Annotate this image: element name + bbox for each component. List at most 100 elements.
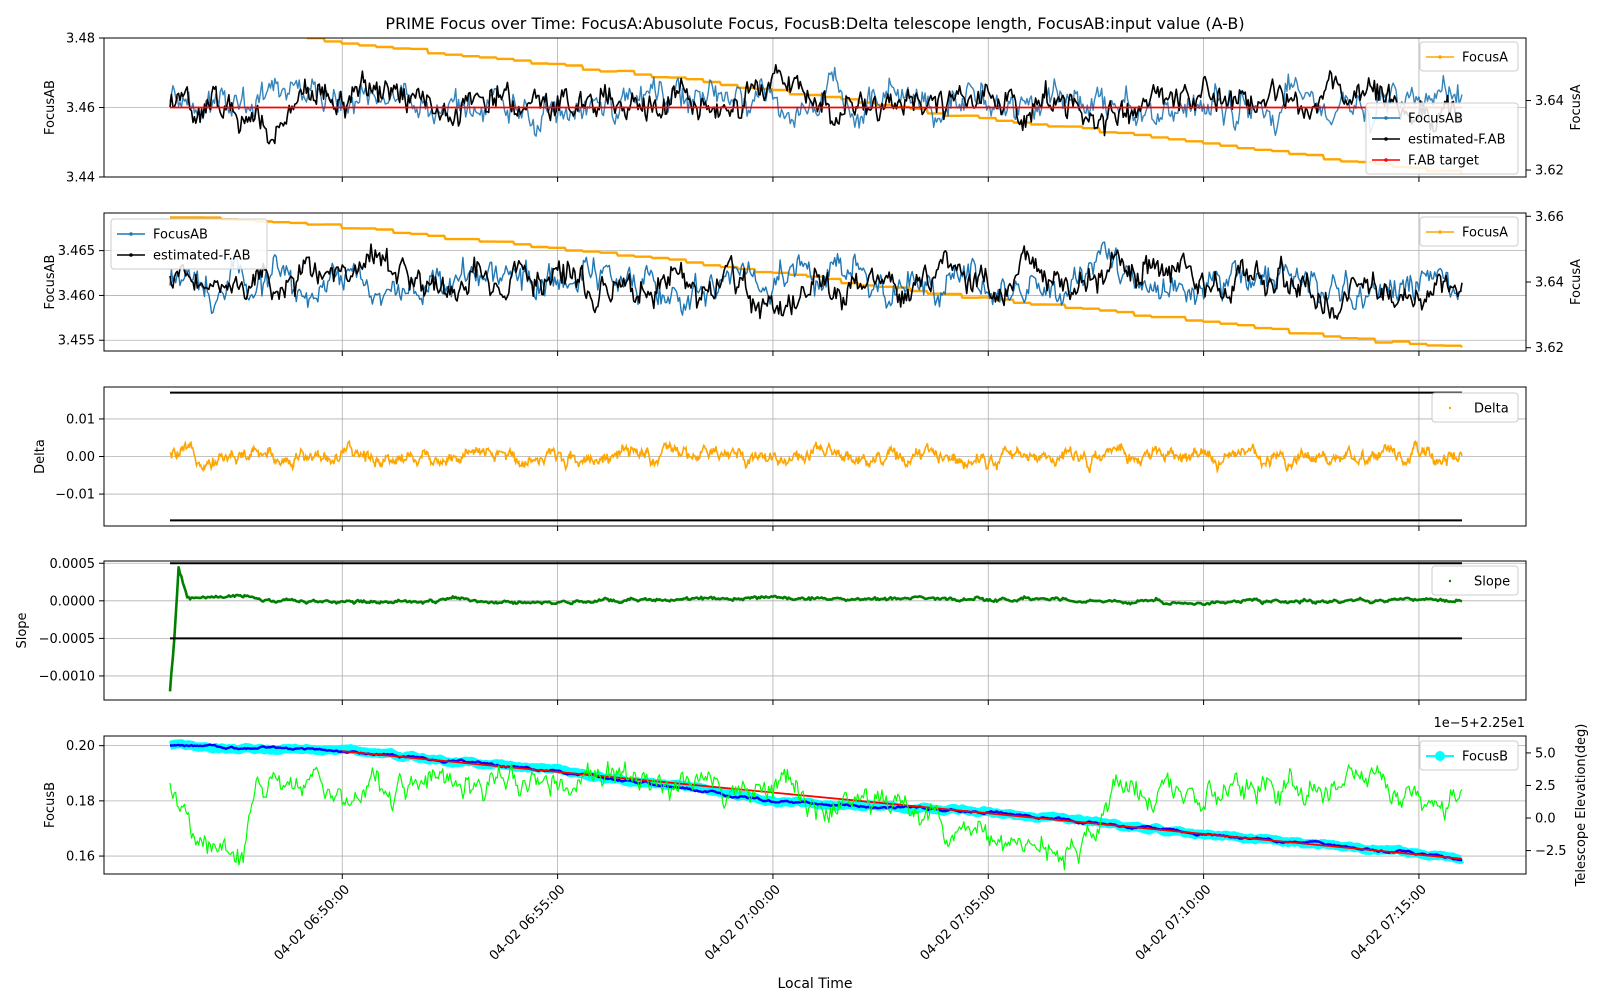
plot-area (104, 213, 1526, 351)
legend-focusb: FocusB (1419, 740, 1519, 771)
series-delta (169, 439, 1463, 475)
plot-area (104, 736, 1526, 874)
y-tick-label: −0.0010 (39, 669, 95, 684)
y-tick-label: 0.20 (66, 739, 95, 754)
y-tick-label: 0.0005 (50, 557, 96, 572)
series-focusab (169, 241, 1463, 316)
y2-tick-label: 3.64 (1535, 94, 1564, 109)
y-tick-label: 3.460 (58, 289, 95, 304)
panel-4: 0.0005 0.0000 −0.0005 −0.0010 Slope Slope (15, 557, 1527, 705)
x-tick-label: 04-02 07:00:00 (702, 882, 784, 964)
series-slope (168, 566, 1463, 692)
y2-axis-label: FocusA (1569, 259, 1584, 305)
x-tick-label: 04-02 07:05:00 (918, 882, 1000, 964)
legend-box (1419, 41, 1519, 72)
legend-box (1431, 392, 1519, 423)
y-tick-label: 0.0000 (50, 594, 96, 609)
x-tick-label: 04-02 06:55:00 (487, 882, 569, 964)
y-tick-label: 0.01 (66, 412, 95, 427)
legend-box (1419, 740, 1519, 771)
legend-focusab: FocusAB estimated-F.AB F.AB target (1365, 102, 1519, 175)
legend-focusa: FocusA (1419, 41, 1519, 72)
y2-tick-label: −2.5 (1535, 844, 1567, 859)
y-axis-label: Slope (15, 612, 30, 648)
y-axis-label: Delta (33, 439, 48, 474)
legend-delta: Delta (1431, 392, 1519, 423)
legend-marker (1384, 158, 1388, 162)
y-tick-label: 3.465 (58, 244, 95, 259)
y2-tick-label: 3.62 (1535, 341, 1564, 356)
legend-marker (1438, 55, 1442, 59)
y-tick-label: 3.455 (58, 334, 95, 349)
legend-marker (1438, 230, 1442, 234)
y-tick-label: 3.48 (66, 32, 95, 47)
legend-label: FocusAB (153, 228, 208, 243)
series-reference-line (342, 750, 1463, 860)
legend-marker (1448, 406, 1452, 410)
plot-area (104, 387, 1526, 526)
legend-box (1419, 216, 1519, 247)
legend-marker (1384, 116, 1388, 120)
legend-label: Slope (1474, 575, 1510, 590)
y-tick-label: 3.44 (66, 171, 95, 186)
x-tick-label: 04-02 07:10:00 (1133, 882, 1215, 964)
legend-label: FocusAB (1408, 112, 1463, 127)
legend-marker (1448, 579, 1452, 583)
y2-tick-label: 3.62 (1535, 164, 1564, 179)
axes-frame (103, 560, 1527, 701)
y-axis-label: FocusAB (43, 255, 58, 310)
legend-marker (129, 232, 133, 236)
y2-tick-label: 2.5 (1535, 779, 1556, 794)
series-focusa (170, 216, 1463, 349)
legend-focusab: FocusAB estimated-F.AB (110, 218, 268, 270)
legend-label: Delta (1474, 402, 1509, 417)
legend-box (1365, 102, 1519, 175)
y2-tick-label: 0.0 (1535, 812, 1556, 827)
plot-area (104, 38, 1526, 177)
plot-area (104, 561, 1526, 700)
y2-offset-text: 1e−5+2.25e1 (1433, 716, 1525, 731)
series-focusa (305, 38, 1464, 175)
legend-slope: Slope (1431, 565, 1519, 596)
x-tick-label: 04-02 06:50:00 (272, 882, 354, 964)
y-tick-label: 0.18 (66, 794, 95, 809)
x-tick-label: 04-02 07:15:00 (1348, 882, 1430, 964)
panel-5: 0.20 0.18 0.16 FocusB 5.0 2.5 0.0 −2.5 Telescope… (43, 716, 1589, 887)
y-tick-label: 0.00 (66, 450, 95, 465)
y-axis-label: FocusAB (43, 80, 58, 135)
y2-axis-label: FocusA (1569, 84, 1584, 130)
figure-xlabel: Local Time (778, 976, 853, 992)
legend-box (110, 218, 268, 270)
y-tick-label: 0.16 (66, 850, 95, 865)
panel-1: 3.44 3.46 3.48 FocusAB 3.62 3.64 FocusA FocusA F… (43, 32, 1584, 186)
legend-label: F.AB target (1408, 154, 1479, 169)
y-tick-label: −0.0005 (39, 632, 95, 647)
legend-label: FocusA (1462, 51, 1508, 66)
axes-frame (103, 735, 1527, 875)
y2-axis-label: Telescope Elevation(deg) (1574, 724, 1589, 888)
panel-3: 0.01 0.00 −0.01 Delta Delta (33, 386, 1527, 531)
y2-tick-label: 5.0 (1535, 746, 1556, 761)
legend-focusa: FocusA (1419, 216, 1519, 247)
legend-label: estimated-F.AB (153, 249, 250, 264)
series-elevation (169, 761, 1463, 871)
y-tick-label: −0.01 (55, 488, 95, 503)
legend-label: FocusB (1462, 750, 1508, 765)
legend-label: estimated-F.AB (1408, 133, 1505, 148)
series-focusb (166, 739, 1466, 865)
legend-marker (1384, 137, 1388, 141)
y-axis-label: FocusB (43, 782, 58, 828)
y2-tick-label: 3.64 (1535, 276, 1564, 291)
legend-marker (1435, 751, 1445, 761)
legend-box (1431, 565, 1519, 596)
y2-tick-label: 3.66 (1535, 210, 1564, 225)
figure-title: PRIME Focus over Time: FocusA:Abusolute … (385, 14, 1244, 33)
y-tick-label: 3.46 (66, 101, 95, 116)
series-estimated-fab (169, 243, 1463, 320)
legend-marker (129, 253, 133, 257)
panel-2: 3.4553.4603.465FocusAB3.623.643.66FocusA… (43, 210, 1584, 356)
panels: 3.44 3.46 3.48 FocusAB 3.62 3.64 FocusA FocusA F… (15, 32, 1589, 964)
series-estimated-fab (169, 64, 1463, 145)
legend-label: FocusA (1462, 226, 1508, 241)
